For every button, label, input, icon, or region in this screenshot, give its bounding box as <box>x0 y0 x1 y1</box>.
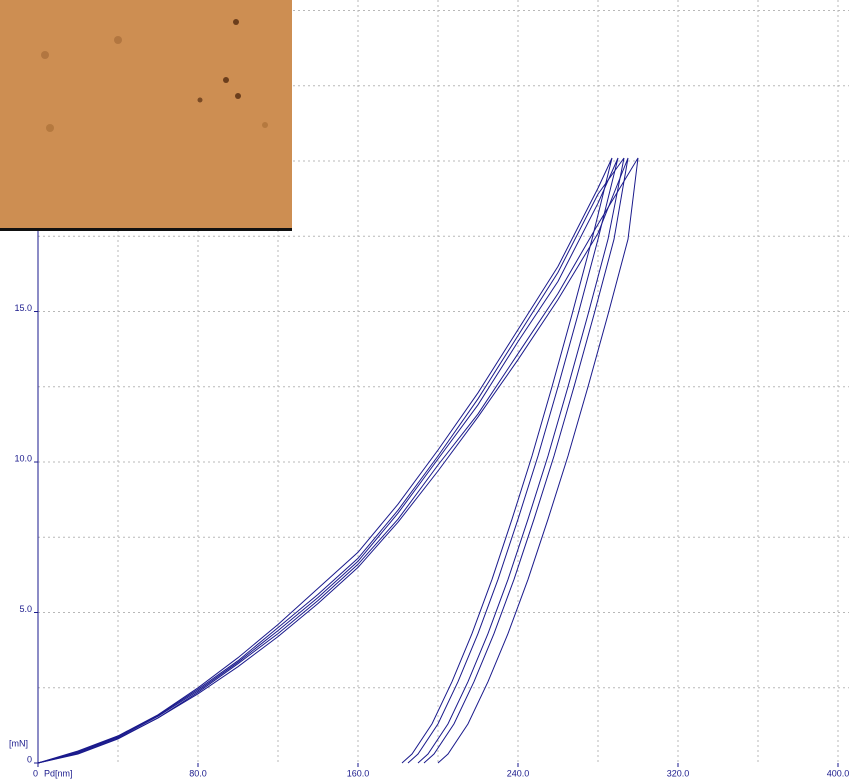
y-tick-label: 10.0 <box>14 453 32 463</box>
load-curve <box>37 157 629 764</box>
load-curve <box>37 157 639 764</box>
x-tick-label: 400.0 <box>827 768 849 778</box>
inset-image <box>0 0 292 231</box>
load-curve <box>37 157 613 764</box>
y-tick-label: 0 <box>27 754 32 764</box>
y-axis-label: [mN] <box>9 738 28 748</box>
x-tick-label: 160.0 <box>347 768 370 778</box>
y-tick-label: 5.0 <box>19 604 32 614</box>
load-curve <box>37 157 625 764</box>
load-curve <box>37 157 619 764</box>
x-axis-label: Pd[nm] <box>44 768 73 778</box>
x-tick-label: 240.0 <box>507 768 530 778</box>
y-tick-label: 15.0 <box>14 303 32 313</box>
x-tick-label: 0 <box>33 768 38 778</box>
x-tick-label: 80.0 <box>189 768 207 778</box>
x-tick-label: 320.0 <box>667 768 690 778</box>
